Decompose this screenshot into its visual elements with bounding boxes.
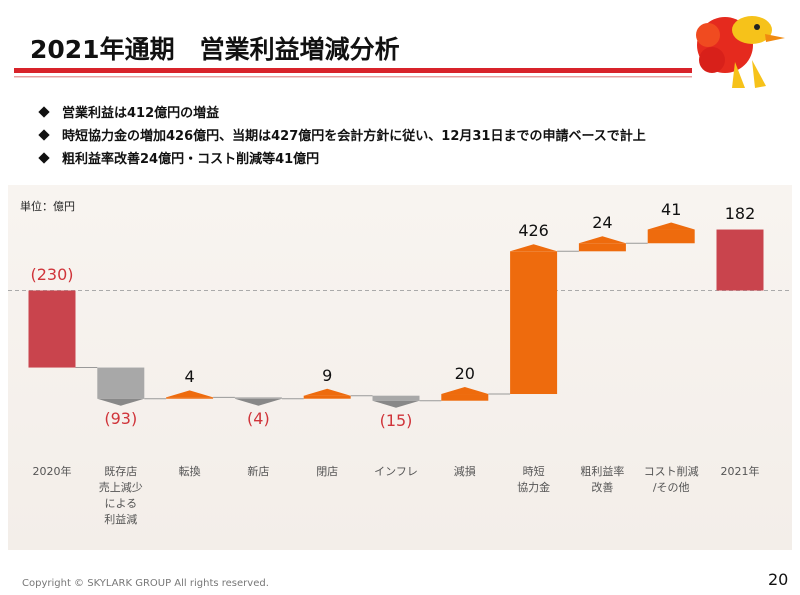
bar [28, 290, 76, 368]
value-label: 20 [454, 364, 475, 383]
x-tick-label: 新店 [247, 465, 270, 478]
chart-panel [8, 185, 792, 550]
title-rule-thin [14, 76, 692, 78]
value-label: 426 [518, 221, 549, 241]
x-tick-label: コスト削減 /その他 [643, 465, 699, 494]
bar [97, 367, 145, 399]
x-tick-label: 閉店 [316, 465, 339, 478]
bar [234, 397, 282, 399]
value-label: (4) [247, 408, 270, 428]
x-tick-label: 時短 協力金 [517, 465, 551, 494]
x-tick-label: インフレ [374, 465, 418, 478]
value-label: 182 [724, 203, 756, 223]
unit-label: 単位：億円 [20, 200, 75, 213]
arrow-head [510, 244, 558, 252]
arrow-head [578, 236, 626, 244]
arrow-head [441, 387, 489, 395]
arrow-head [647, 222, 695, 230]
arrow-head [166, 390, 214, 398]
x-tick-label: 2020年 [32, 465, 72, 478]
x-tick-label: 粗利益率 改善 [580, 465, 625, 494]
x-tick-label: 2021年 [720, 465, 760, 478]
bar [510, 251, 558, 395]
bar [578, 243, 626, 252]
bar [166, 397, 214, 399]
x-tick-label: 既存店 売上減少 による 利益減 [98, 465, 143, 526]
arrow-head [303, 388, 351, 396]
arrow-head [372, 400, 420, 408]
x-tick-label: 減損 [453, 465, 476, 478]
arrow-head [97, 398, 145, 406]
bar [716, 229, 764, 291]
bar [441, 394, 489, 401]
value-label: 9 [322, 365, 333, 385]
value-label: 24 [592, 213, 613, 233]
title: 2021年通期 営業利益増減分析 [30, 35, 400, 64]
bullet: 営業利益は412億円の増益 [62, 106, 220, 121]
bullet: 粗利益率改善24億円・コスト削減等41億円 [62, 152, 320, 167]
value-label: (230) [30, 264, 74, 284]
x-tick-label: 転換 [178, 465, 201, 478]
decoration [14, 16, 785, 88]
title-rule [14, 68, 692, 73]
value-label: (15) [379, 410, 413, 430]
page-number: 20 [768, 570, 789, 589]
bar [303, 395, 351, 399]
value-label: 4 [184, 367, 195, 387]
logo [696, 16, 785, 88]
footer: Copyright © SKYLARK GROUP All rights res… [22, 578, 269, 589]
value-label: (93) [104, 408, 138, 428]
bar [372, 395, 420, 401]
arrow-head [234, 398, 282, 406]
bullet: 時短協力金の増加426億円、当期は427億円を会計方針に従い、12月31日までの… [62, 129, 646, 144]
value-label: 41 [661, 199, 682, 219]
bar [647, 229, 695, 244]
